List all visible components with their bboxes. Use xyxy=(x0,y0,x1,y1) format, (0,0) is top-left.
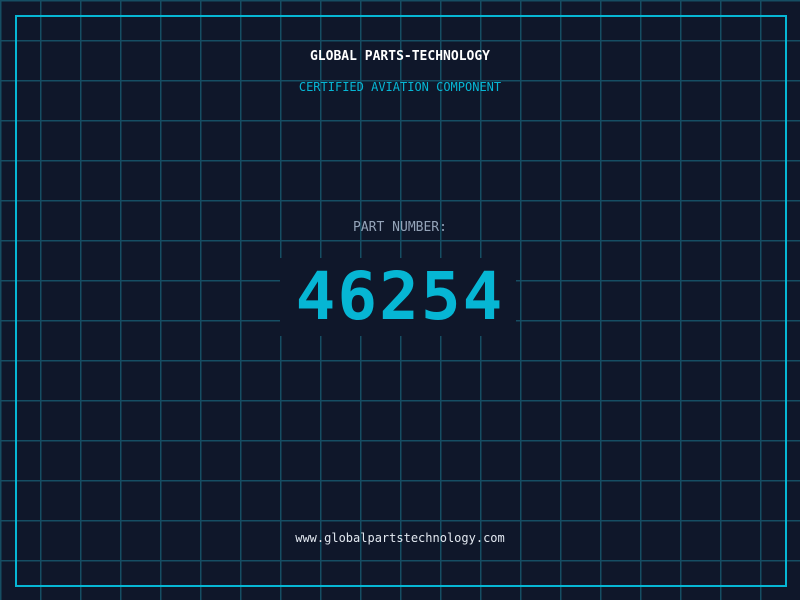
subtitle: CERTIFIED AVIATION COMPONENT xyxy=(298,80,502,94)
border-frame xyxy=(15,15,787,587)
brand-title: GLOBAL PARTS-TECHNOLOGY xyxy=(309,49,490,64)
part-number-label: PART NUMBER: xyxy=(353,220,447,235)
website-url: www.globalpartstechnology.com xyxy=(295,531,505,545)
part-number-value: 46254 xyxy=(295,258,505,335)
part-number-backdrop xyxy=(280,258,516,336)
